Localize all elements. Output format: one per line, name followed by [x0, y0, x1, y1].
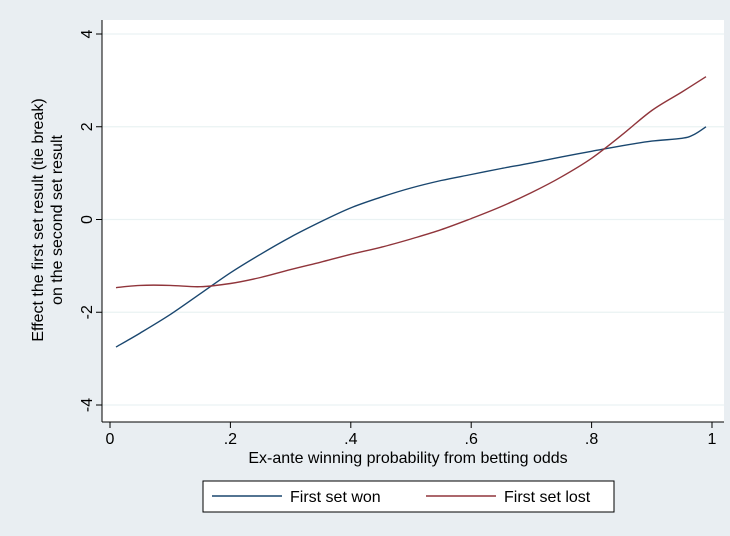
- y-tick-label: -2: [79, 305, 96, 319]
- x-tick-label: 1: [708, 431, 717, 448]
- x-tick-label: 0: [106, 431, 115, 448]
- plot-area: [102, 20, 724, 422]
- y-tick-label: 4: [79, 29, 96, 38]
- x-tick-label: .8: [585, 431, 598, 448]
- x-axis-title: Ex-ante winning probability from betting…: [248, 450, 567, 467]
- tick-labels: 0 .2 .4 .6 .8 1 -4 -2 0 2 4: [79, 29, 717, 448]
- y-axis-title-line-2: on the second set result: [49, 135, 66, 305]
- y-axis-title-line-1: Effect the first set result (tie break): [30, 98, 47, 341]
- x-tick-label: .6: [465, 431, 478, 448]
- series-lines: [115, 76, 707, 348]
- axes: [96, 20, 724, 428]
- grid-lines: [102, 33, 724, 406]
- x-tick-label: .2: [224, 431, 237, 448]
- legend-label-first-set-won: First set won: [290, 489, 381, 506]
- y-tick-label: 0: [79, 215, 96, 224]
- legend: First set won First set lost: [202, 480, 615, 513]
- legend-label-first-set-lost: First set lost: [504, 489, 591, 506]
- y-tick-label: -4: [79, 398, 96, 412]
- y-tick-label: 2: [79, 122, 96, 131]
- x-tick-label: .4: [344, 431, 357, 448]
- series-line-first-set-lost: [115, 76, 707, 289]
- series-line-first-set-won: [115, 126, 707, 348]
